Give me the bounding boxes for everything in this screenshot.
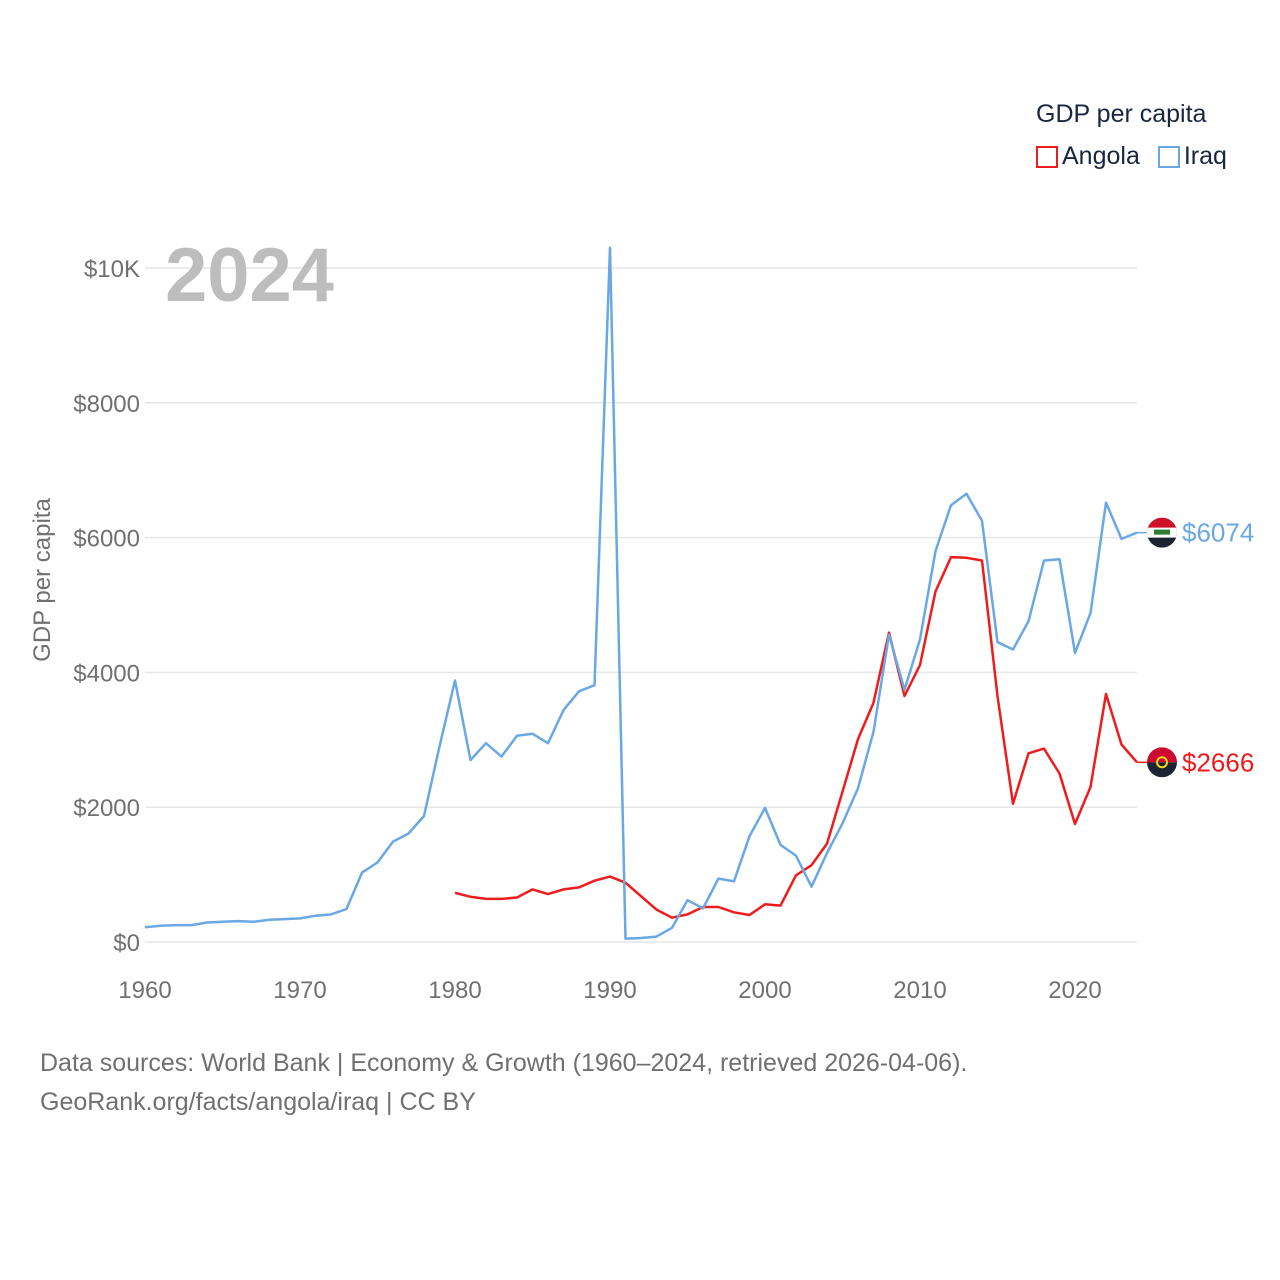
y-tick-label: $6000	[73, 526, 140, 553]
legend-title: GDP per capita	[1036, 100, 1207, 128]
gdp-chart: $0$2000$4000$6000$8000$10K 1960 1970 1980 1…	[29, 246, 1254, 1004]
series-lines	[144, 246, 1138, 940]
year-label: 2024	[165, 233, 335, 318]
y-axis-label: GDP per capita	[29, 498, 56, 662]
x-axis-ticks: 1960 1970 1980 1990 2000 2010 2020	[118, 977, 1101, 1004]
legend-swatch-angola	[1036, 145, 1058, 168]
x-tick-label: 2010	[893, 977, 946, 1004]
series-line-angola[interactable]	[454, 555, 1138, 919]
series-line-iraq[interactable]	[144, 246, 1138, 940]
y-tick-label: $8000	[73, 391, 140, 418]
legend-item-iraq[interactable]: Iraq	[1157, 142, 1227, 171]
legend-label-iraq: Iraq	[1183, 142, 1227, 170]
legend-swatch-iraq	[1157, 145, 1180, 168]
x-tick-label: 1970	[273, 977, 326, 1004]
legend: Angola Iraq	[1036, 142, 1227, 171]
end-markers: $6074 $2666	[1137, 517, 1254, 778]
legend-item-angola[interactable]: Angola	[1036, 142, 1140, 171]
end-label-iraq: $6074	[1182, 518, 1254, 548]
end-label-angola: $2666	[1182, 747, 1254, 777]
footer: Data sources: World Bank | Economy & Gro…	[40, 1044, 967, 1122]
y-axis-ticks: $0 $2000 $4000 $6000 $8000 $10K	[73, 256, 140, 957]
legend-label-angola: Angola	[1062, 142, 1140, 170]
grid-lines	[145, 267, 1137, 943]
x-tick-label: 2020	[1048, 977, 1101, 1004]
y-tick-label: $0	[113, 930, 140, 957]
x-tick-label: 2000	[738, 977, 791, 1004]
flag-iraq-icon	[1147, 517, 1177, 548]
x-tick-label: 1990	[583, 977, 636, 1004]
y-tick-label: $2000	[73, 795, 140, 822]
x-tick-label: 1960	[118, 977, 171, 1004]
flag-angola-icon	[1147, 747, 1177, 778]
x-tick-label: 1980	[428, 977, 481, 1004]
attribution-text: GeoRank.org/facts/angola/iraq | CC BY	[40, 1088, 476, 1116]
y-tick-label: $4000	[73, 660, 140, 687]
data-source-text: Data sources: World Bank | Economy & Gro…	[40, 1049, 968, 1077]
y-tick-label: $10K	[84, 256, 140, 283]
